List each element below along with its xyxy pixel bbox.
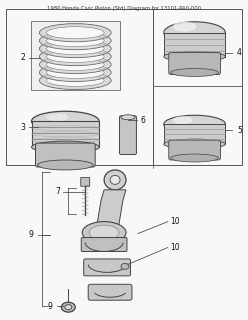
Ellipse shape	[164, 139, 225, 149]
Ellipse shape	[121, 115, 135, 120]
FancyBboxPatch shape	[169, 52, 220, 75]
Ellipse shape	[164, 52, 225, 61]
Polygon shape	[31, 121, 99, 147]
FancyBboxPatch shape	[169, 140, 220, 160]
Bar	[31, 21, 120, 90]
Ellipse shape	[46, 43, 104, 55]
Ellipse shape	[31, 141, 99, 153]
FancyBboxPatch shape	[35, 143, 95, 167]
Ellipse shape	[110, 175, 120, 184]
Ellipse shape	[39, 40, 111, 58]
FancyBboxPatch shape	[81, 237, 127, 252]
Ellipse shape	[61, 302, 75, 312]
Polygon shape	[164, 33, 225, 57]
Ellipse shape	[46, 35, 104, 47]
Text: 10: 10	[170, 217, 180, 226]
Text: 9: 9	[48, 302, 53, 311]
FancyBboxPatch shape	[84, 259, 130, 276]
Ellipse shape	[82, 222, 126, 244]
Ellipse shape	[39, 48, 111, 66]
Ellipse shape	[39, 24, 111, 42]
Ellipse shape	[46, 27, 104, 39]
Ellipse shape	[46, 113, 68, 121]
Ellipse shape	[65, 305, 72, 310]
Ellipse shape	[46, 67, 104, 78]
Bar	[153, 9, 242, 165]
Polygon shape	[93, 190, 126, 242]
Text: 2: 2	[20, 53, 25, 62]
Text: 6: 6	[140, 116, 145, 125]
Text: 7: 7	[55, 187, 60, 196]
Ellipse shape	[164, 22, 225, 44]
FancyBboxPatch shape	[81, 177, 90, 186]
Ellipse shape	[46, 51, 104, 62]
Ellipse shape	[121, 263, 129, 269]
Ellipse shape	[46, 59, 104, 70]
Text: 5: 5	[237, 126, 242, 135]
Ellipse shape	[104, 170, 126, 190]
Ellipse shape	[164, 115, 225, 133]
Text: 1980 Honda Civic Piston (Std) Diagram for 13101-PA0-000: 1980 Honda Civic Piston (Std) Diagram fo…	[47, 6, 201, 11]
Ellipse shape	[171, 154, 218, 162]
Ellipse shape	[89, 225, 119, 240]
Ellipse shape	[31, 111, 99, 131]
Ellipse shape	[37, 160, 93, 170]
Ellipse shape	[39, 32, 111, 50]
FancyBboxPatch shape	[120, 116, 136, 155]
Polygon shape	[164, 124, 225, 144]
Text: 10: 10	[170, 243, 180, 252]
Text: 3: 3	[20, 123, 25, 132]
Ellipse shape	[39, 56, 111, 74]
Text: 9: 9	[28, 230, 33, 239]
Ellipse shape	[46, 75, 104, 86]
Ellipse shape	[39, 64, 111, 82]
Ellipse shape	[173, 22, 197, 32]
Bar	[6, 9, 153, 165]
Ellipse shape	[173, 116, 193, 124]
FancyBboxPatch shape	[88, 284, 132, 300]
Ellipse shape	[39, 71, 111, 89]
Text: 4: 4	[237, 48, 242, 57]
Ellipse shape	[171, 68, 218, 76]
